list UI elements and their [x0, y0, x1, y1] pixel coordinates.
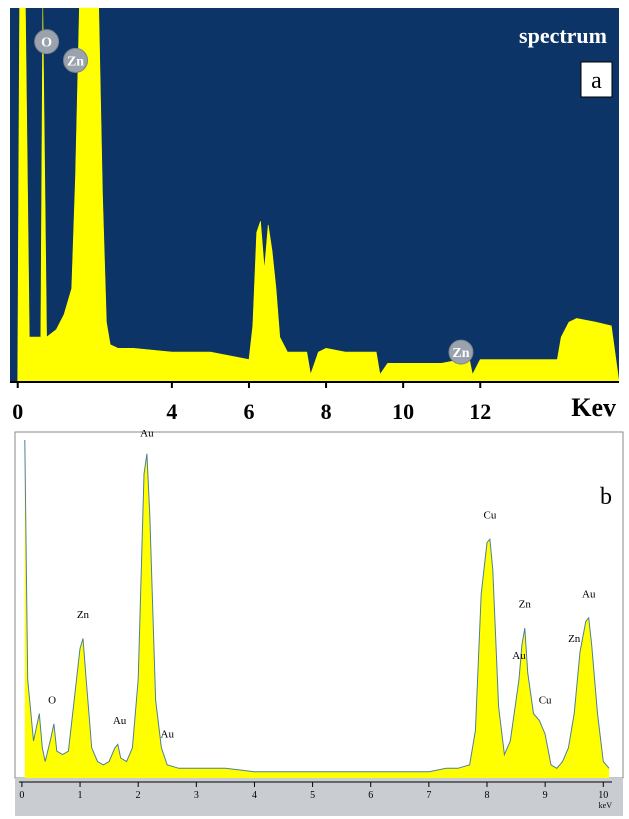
element-badge-circle-a [63, 47, 89, 73]
x-tick-label-b: 9 [543, 790, 548, 801]
element-badge-a: O [34, 29, 60, 55]
element-label-b: Cu [539, 694, 552, 706]
element-badge-label-a: Zn [67, 54, 84, 69]
x-tick-label-b: 4 [252, 790, 257, 801]
panel-label-b: b [600, 484, 612, 510]
x-axis-label-a: Kev [571, 393, 616, 422]
x-tick-label-b: 7 [426, 790, 431, 801]
x-tick-label-b: 10 [598, 790, 608, 801]
element-label-b: Au [140, 430, 154, 440]
panel-label-box-a [580, 61, 613, 98]
element-label-b: Cu [483, 510, 496, 522]
element-label-b: Au [113, 715, 127, 727]
x-axis-strip-b [15, 778, 623, 816]
x-tick-label-b: 0 [19, 790, 24, 801]
spectrum-area-a [10, 7, 620, 383]
x-tick-label-a: 4 [166, 399, 177, 424]
element-label-b: Au [512, 650, 526, 662]
x-tick-label-a: 6 [243, 399, 254, 424]
element-badge-circle-a [448, 339, 474, 365]
element-label-b: Au [582, 588, 596, 600]
spectrum-outline-b [24, 439, 610, 773]
x-tick-label-a: 10 [392, 399, 414, 424]
x-tick-label-b: 6 [368, 790, 373, 801]
spectrum-area-b [24, 440, 610, 782]
x-tick-label-b: 3 [194, 790, 199, 801]
x-tick-label-b: 8 [485, 790, 490, 801]
spectrum-chart-b: 0 1 2 3 4 5 6 7 8 9 10 O Zn Au Au Au Cu Zn Au Cu Au Zn keV b [14, 430, 624, 816]
chart-title-a: spectrum [519, 23, 607, 48]
element-badge-label-a: O [41, 36, 52, 51]
element-label-b: Au [161, 729, 175, 741]
panel-label-a: a [591, 68, 602, 94]
element-badge-a: Zn [63, 47, 89, 73]
element-label-b: O [48, 694, 56, 706]
spectrum-chart-a: 0 4 6 8 10 12 O Zn Zn spectrum a Kev [10, 7, 620, 424]
element-label-b: Zn [77, 609, 90, 621]
element-label-b: Zn [568, 633, 581, 645]
x-tick-label-a: 0 [12, 399, 23, 424]
x-tick-label-b: 1 [78, 790, 83, 801]
element-badge-circle-a [34, 29, 60, 55]
element-badge-label-a: Zn [452, 346, 469, 361]
x-tick-label-b: 5 [310, 790, 315, 801]
plot-area-a [10, 8, 619, 382]
x-tick-label-b: 2 [136, 790, 141, 801]
element-badge-a: Zn [448, 339, 474, 365]
x-tick-label-a: 12 [469, 399, 491, 424]
x-tick-label-a: 8 [321, 399, 332, 424]
x-axis-label-b: keV [599, 801, 613, 810]
element-label-b: Zn [519, 599, 532, 611]
